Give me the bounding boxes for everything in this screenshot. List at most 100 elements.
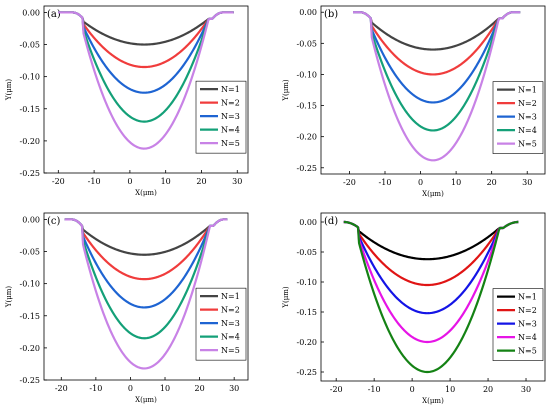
y-tick-label: -0.20 xyxy=(19,344,40,353)
x-tick-label: -20 xyxy=(55,384,68,393)
x-axis-label: X(μm) xyxy=(422,190,444,198)
x-tick-label: 0 xyxy=(418,178,423,187)
x-tick-label: 30 xyxy=(522,178,532,187)
legend-label: N=3 xyxy=(221,319,240,328)
x-axis-label: X(μm) xyxy=(422,397,444,405)
x-tick-label: 0 xyxy=(410,385,415,394)
y-tick-label: -0.05 xyxy=(296,39,317,48)
x-axis-label: X(μm) xyxy=(135,189,157,197)
x-tick-label: -20 xyxy=(330,385,343,394)
plot-frame xyxy=(43,212,249,381)
x-tick-label: 10 xyxy=(161,177,171,186)
series-line-N5 xyxy=(64,218,228,370)
legend: N=1 N=2 N=3 N=4 N=5 xyxy=(195,80,247,154)
x-tick-label: -20 xyxy=(52,177,65,186)
x-tick-label: -10 xyxy=(379,178,392,187)
series-line-N4 xyxy=(64,218,228,340)
series-line-N3 xyxy=(352,11,521,104)
legend-label: N=3 xyxy=(221,112,240,121)
y-tick-label: -0.15 xyxy=(19,105,40,114)
y-tick-label: -0.20 xyxy=(19,137,40,146)
panel-label: (c) xyxy=(47,216,61,227)
x-tick-label: -20 xyxy=(343,178,356,187)
legend-label: N=4 xyxy=(221,126,240,135)
y-tick-label: -0.25 xyxy=(296,368,317,377)
x-tick-label: 20 xyxy=(483,385,493,394)
plot-frame xyxy=(320,5,546,175)
x-tick-label: 20 xyxy=(196,177,206,186)
series-line-N5 xyxy=(58,11,234,150)
x-tick-label: -10 xyxy=(368,385,381,394)
panel-label: (b) xyxy=(324,9,338,20)
y-tick-label: -0.05 xyxy=(19,248,40,257)
x-tick-label: 20 xyxy=(487,178,497,187)
y-axis-label: Y(μm) xyxy=(282,79,290,102)
legend-label: N=3 xyxy=(518,320,537,329)
legend: N=1 N=2 N=3 N=4 N=5 xyxy=(195,287,247,361)
legend-label: N=1 xyxy=(518,86,537,95)
legend-label: N=2 xyxy=(221,306,240,315)
series-line-N1 xyxy=(64,218,228,256)
panel-label: (d) xyxy=(324,216,338,227)
legend-label: N=1 xyxy=(221,292,240,301)
y-tick-label: 0.00 xyxy=(299,8,317,17)
y-tick-label: -0.15 xyxy=(19,312,40,321)
y-tick-label: -0.20 xyxy=(296,133,317,142)
series-line-N2 xyxy=(64,218,228,281)
legend: N=1 N=2 N=3 N=4 N=5 xyxy=(492,288,544,361)
x-axis-label: X(μm) xyxy=(135,396,157,404)
series-line-N3 xyxy=(343,220,519,315)
panel-d: 0.00 -0.05 -0.10 -0.15 -0.20 -0.25 -20 -10 0 10 20… xyxy=(282,212,546,405)
y-tick-label: -0.15 xyxy=(296,308,317,317)
x-tick-label: 20 xyxy=(194,384,204,393)
y-tick-label: -0.10 xyxy=(19,73,40,82)
panel-a: 0.00 -0.05 -0.10 -0.15 -0.20 -0.25 -20 -10 0 10 20… xyxy=(5,5,249,197)
legend-label: N=2 xyxy=(518,306,537,315)
panel-label: (a) xyxy=(47,9,61,20)
y-tick-label: -0.05 xyxy=(296,248,317,257)
y-tick-label: 0.00 xyxy=(22,8,40,17)
legend-label: N=5 xyxy=(221,346,240,355)
y-axis-label: Y(μm) xyxy=(5,79,13,102)
y-axis-label: Y(μm) xyxy=(5,286,13,309)
legend-label: N=1 xyxy=(518,293,537,302)
x-tick-label: 30 xyxy=(232,177,242,186)
legend-label: N=5 xyxy=(518,140,537,149)
series-line-N3 xyxy=(58,11,234,94)
series-line-N1 xyxy=(343,220,519,261)
y-tick-label: 0.00 xyxy=(22,215,40,224)
x-tick-label: 10 xyxy=(451,178,461,187)
y-tick-label: -0.25 xyxy=(19,376,40,385)
y-tick-label: -0.25 xyxy=(19,169,40,178)
series-line-N2 xyxy=(352,11,521,76)
legend-label: N=4 xyxy=(518,333,537,342)
y-tick-label: 0.00 xyxy=(299,218,317,227)
y-axis-label: Y(μm) xyxy=(282,286,290,309)
legend-label: N=4 xyxy=(221,333,240,342)
panel-b: 0.00 -0.05 -0.10 -0.15 -0.20 -0.25 -20 -10 0 10 20… xyxy=(282,5,546,198)
x-tick-label: 30 xyxy=(229,384,239,393)
series-line-N5 xyxy=(352,11,521,162)
x-tick-label: 10 xyxy=(445,385,455,394)
x-tick-label: -10 xyxy=(88,177,101,186)
series-line-N5 xyxy=(343,220,519,374)
x-tick-label: 30 xyxy=(521,385,531,394)
series-line-N4 xyxy=(343,220,519,344)
plot-frame xyxy=(43,5,249,174)
legend-label: N=2 xyxy=(518,99,537,108)
legend-label: N=2 xyxy=(221,99,240,108)
y-tick-label: -0.10 xyxy=(296,70,317,79)
x-tick-label: 10 xyxy=(160,384,170,393)
legend-label: N=4 xyxy=(518,126,537,135)
series-line-N4 xyxy=(352,11,521,132)
x-tick-label: 0 xyxy=(127,177,132,186)
legend: N=1 N=2 N=3 N=4 N=5 xyxy=(492,81,544,154)
y-tick-label: -0.25 xyxy=(296,164,317,173)
x-tick-label: 0 xyxy=(128,384,133,393)
series-line-N1 xyxy=(352,11,521,51)
series-line-N1 xyxy=(58,11,234,46)
legend-label: N=5 xyxy=(221,139,240,148)
legend-label: N=5 xyxy=(518,347,537,356)
y-tick-label: -0.10 xyxy=(296,278,317,287)
